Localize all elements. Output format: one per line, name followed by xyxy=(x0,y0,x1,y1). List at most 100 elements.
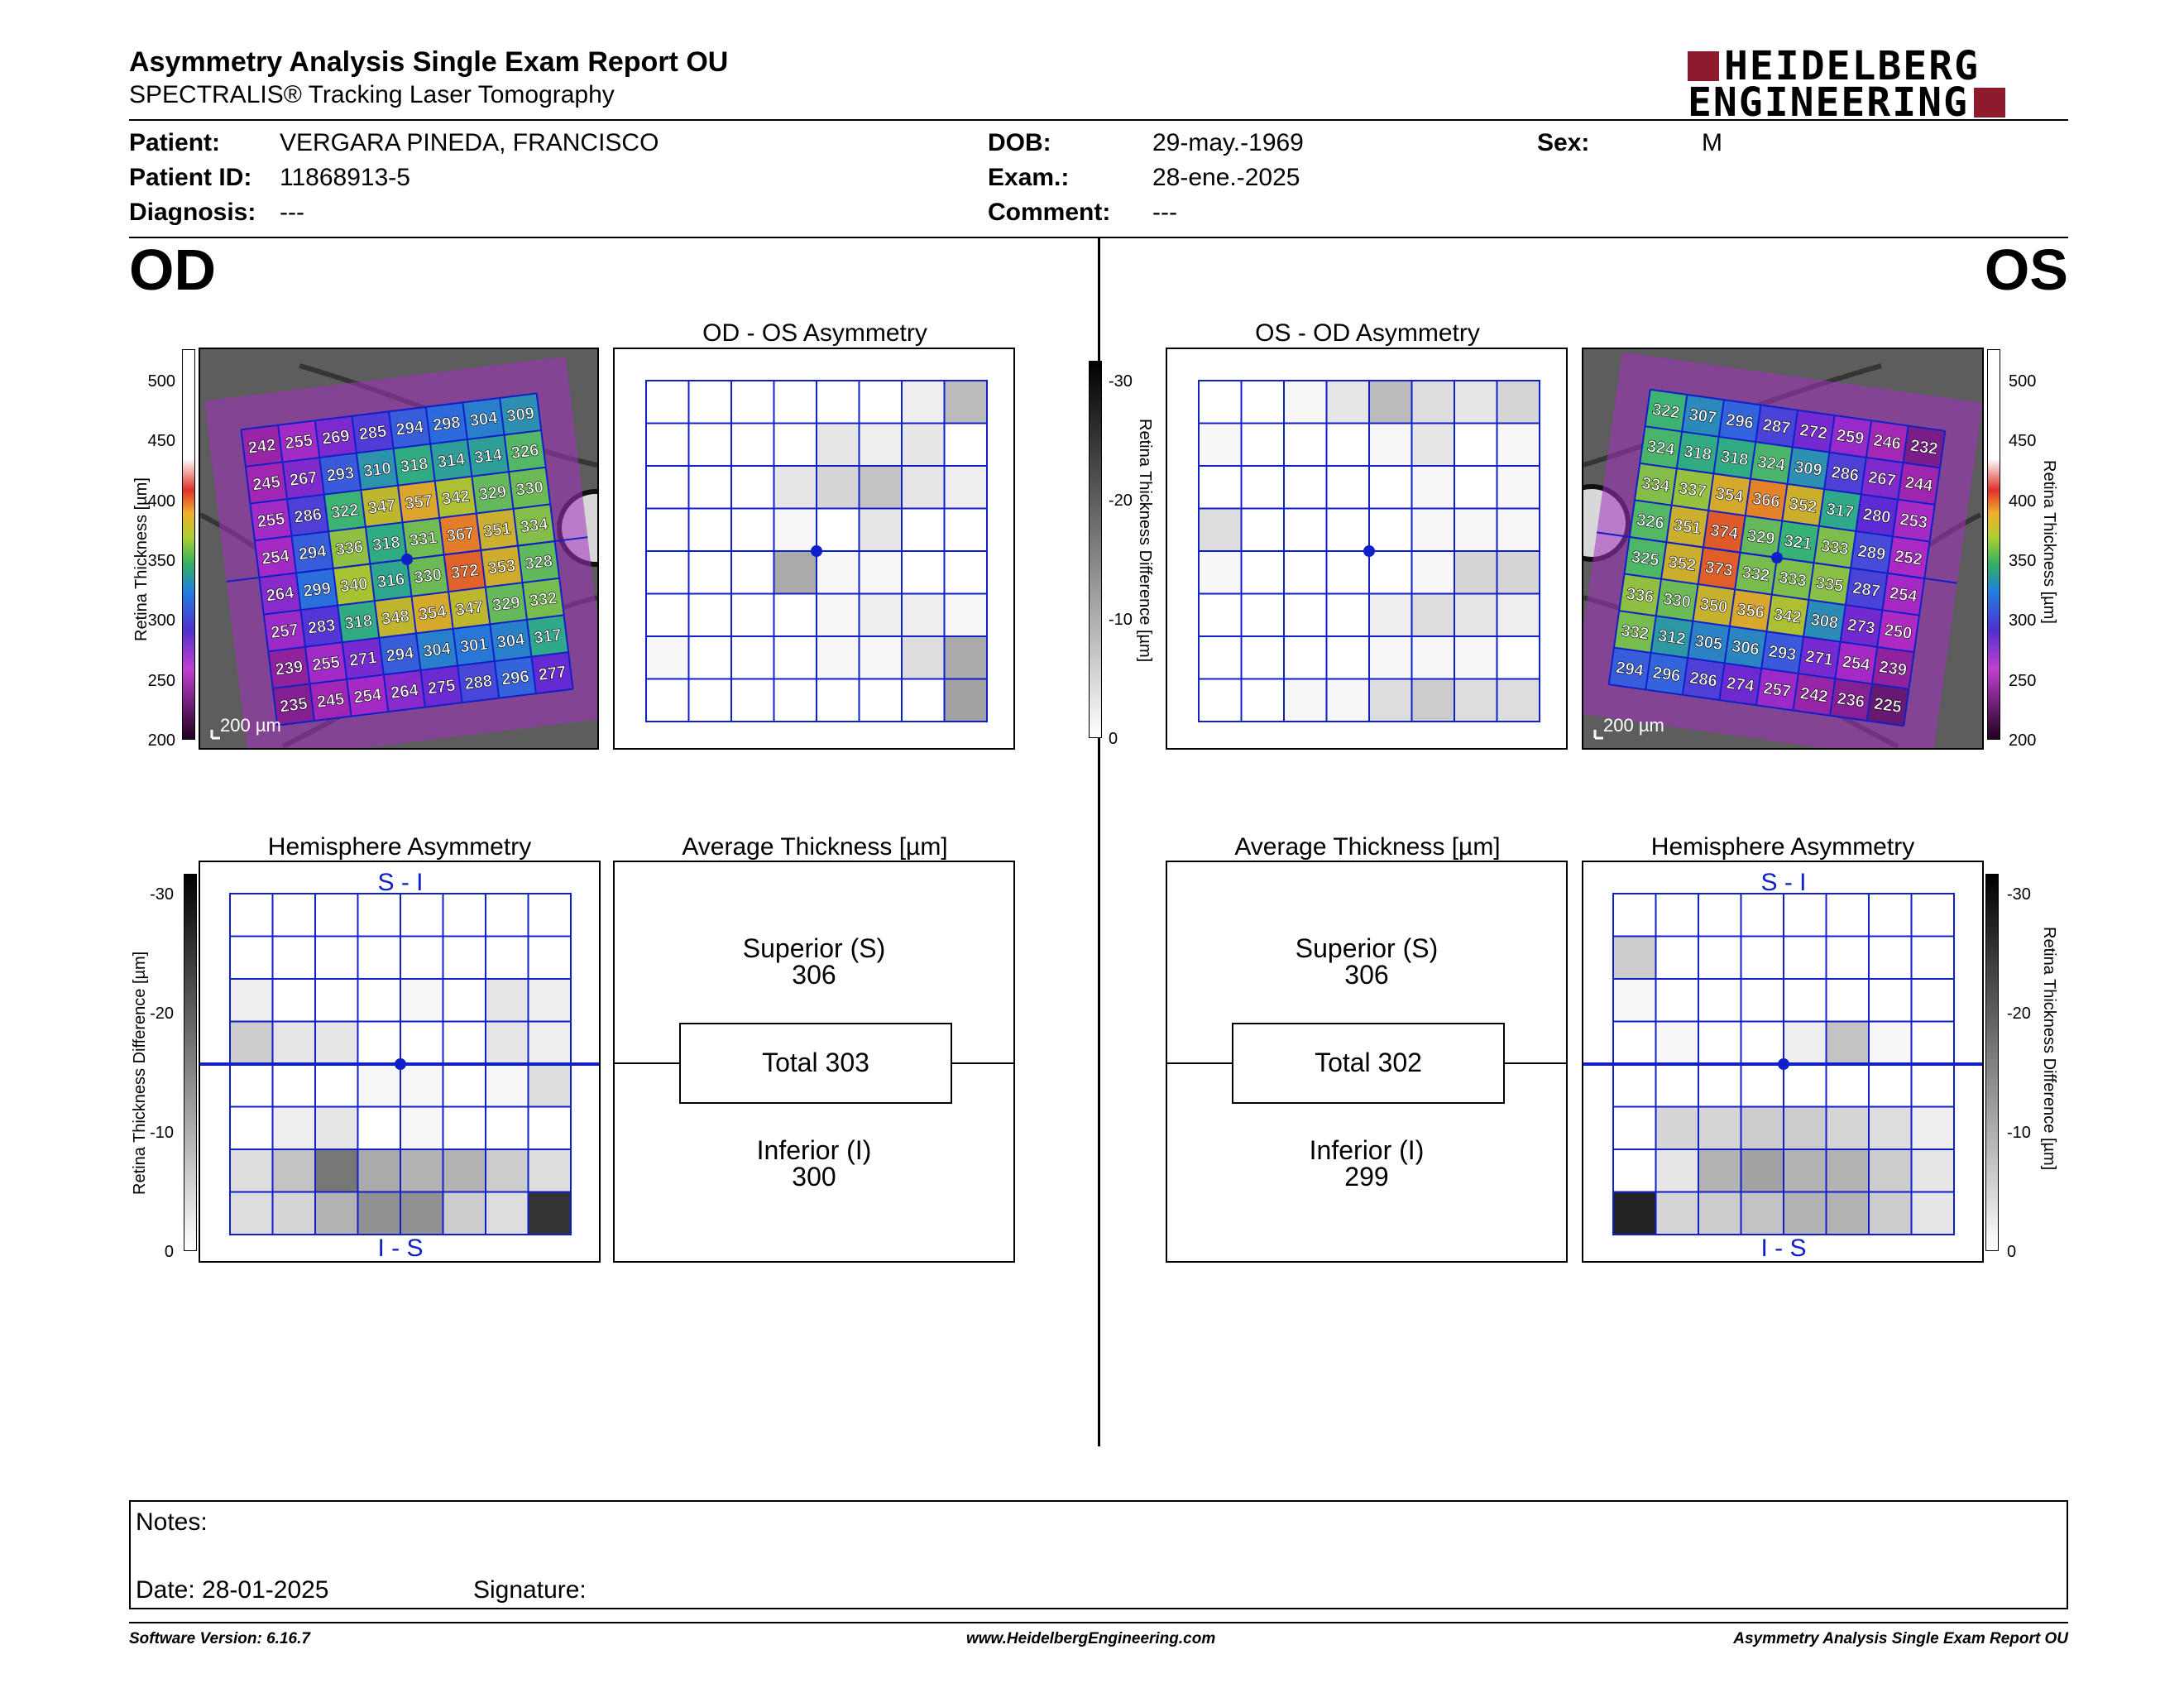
divider-line xyxy=(952,1062,1015,1064)
os-asym-cell xyxy=(1198,635,1243,680)
od-hemi-cell xyxy=(400,1020,444,1065)
od-hemi-cell xyxy=(314,1105,359,1150)
os-hemi-cell xyxy=(1698,1105,1742,1150)
os-average-title: Average Thickness [µm] xyxy=(1234,833,1501,861)
os-thickness-value: 280 xyxy=(1862,506,1892,527)
os-asym-cell xyxy=(1240,592,1285,637)
diagnosis-label: Diagnosis: xyxy=(129,199,256,226)
od-hemisphere-panel: S - I I - S xyxy=(199,861,601,1263)
os-thickness-value: 252 xyxy=(1894,547,1923,568)
scale-tick-label: -30 xyxy=(150,885,174,904)
website-link[interactable]: www.HeidelbergEngineering.com xyxy=(966,1630,1216,1647)
od-hemi-cell xyxy=(357,978,401,1023)
os-asym-cell xyxy=(1198,380,1243,424)
fovea-marker xyxy=(395,1058,406,1070)
os-asym-cell xyxy=(1496,550,1540,595)
od-thickness-cell xyxy=(420,665,462,707)
od-thickness-value: 334 xyxy=(520,515,550,536)
sex-label: Sex: xyxy=(1537,129,1590,156)
od-thickness-cell xyxy=(287,494,329,536)
os-asymmetry-title: OS - OD Asymmetry xyxy=(1255,319,1480,347)
od-thickness-cell xyxy=(250,499,292,541)
os-asym-cell xyxy=(1240,635,1285,680)
os-thickness-value: 254 xyxy=(1842,653,1872,675)
od-asym-cell xyxy=(773,678,817,722)
od-asym-cell xyxy=(943,465,988,510)
notes-box[interactable]: Notes: Date: 28-01-2025 Signature: xyxy=(129,1500,2068,1609)
od-hemi-cell xyxy=(271,1149,316,1193)
od-thickness-cell xyxy=(425,402,467,444)
scale-tick-label: 250 xyxy=(147,671,175,690)
od-thickness-value: 304 xyxy=(469,409,500,430)
os-asym-cell xyxy=(1454,465,1498,510)
signature-label: Signature: xyxy=(473,1576,587,1604)
os-asym-cell xyxy=(1454,635,1498,680)
scale-tick-label: 300 xyxy=(2009,611,2037,631)
od-asym-cell xyxy=(858,380,903,424)
os-hemi-cell xyxy=(1825,1020,1870,1065)
os-asym-cell xyxy=(1283,550,1328,595)
od-hemi-cell xyxy=(527,935,572,980)
os-hemi-cell xyxy=(1740,1149,1784,1193)
os-thickness-value: 366 xyxy=(1751,490,1781,511)
od-hemi-cell xyxy=(442,1105,486,1150)
od-hemi-cell xyxy=(314,1020,359,1065)
os-thickness-cell xyxy=(1682,394,1724,437)
difference-scale-label: Retina Thickness Difference [µm] xyxy=(1136,419,1154,663)
od-thickness-value: 277 xyxy=(538,663,568,684)
os-thickness-cell xyxy=(1903,425,1946,468)
os-inferior-label: Inferior (I) xyxy=(1309,1135,1425,1165)
od-thickness-value: 275 xyxy=(427,677,457,698)
scale-tick-label: 400 xyxy=(147,492,175,511)
od-hemi-cell xyxy=(442,1191,486,1235)
od-asym-cell xyxy=(943,380,988,424)
od-thickness-value: 254 xyxy=(352,685,383,707)
os-thickness-value: 267 xyxy=(1867,468,1897,490)
os-asym-cell xyxy=(1410,635,1455,680)
os-thickness-cell xyxy=(1845,568,1888,611)
scale-tick-label: 450 xyxy=(147,432,175,451)
od-hemi-cell xyxy=(271,978,316,1023)
od-asym-cell xyxy=(687,635,732,680)
os-thickness-value: 254 xyxy=(1889,584,1919,607)
od-thickness-value: 294 xyxy=(298,542,328,563)
os-asym-cell xyxy=(1240,550,1285,595)
software-version: Software Version: 6.16.7 xyxy=(129,1630,310,1647)
od-thickness-value: 329 xyxy=(478,482,508,504)
od-thickness-cell xyxy=(430,439,472,482)
os-hemi-cell xyxy=(1655,1105,1699,1150)
od-asym-cell xyxy=(901,380,946,424)
logo-line2: ENGINEERING xyxy=(1688,79,1969,126)
scale-tick-label: 500 xyxy=(147,372,175,391)
os-thickness-cell xyxy=(1661,542,1703,585)
od-hemi-cell xyxy=(485,1149,529,1193)
od-hemi-cell xyxy=(229,978,274,1023)
scale-bar xyxy=(1593,730,1603,740)
od-asym-cell xyxy=(773,422,817,467)
os-asym-cell xyxy=(1198,678,1243,722)
od-asym-cell xyxy=(730,678,775,722)
od-hemi-cell xyxy=(527,1191,572,1235)
od-thickness-cell xyxy=(398,481,440,523)
od-thickness-value: 340 xyxy=(339,575,369,597)
od-thickness-value: 294 xyxy=(395,418,425,439)
od-asym-cell xyxy=(901,550,946,595)
thickness-colorbar xyxy=(182,349,195,740)
os-thickness-cell xyxy=(1619,573,1662,616)
os-thickness-cell xyxy=(1793,673,1836,716)
logo-square-icon xyxy=(1973,88,2005,117)
os-asym-cell xyxy=(1240,465,1285,510)
od-thickness-value: 326 xyxy=(510,441,540,463)
os-asym-cell xyxy=(1198,550,1243,595)
os-asym-cell xyxy=(1496,465,1540,510)
od-thickness-value: 304 xyxy=(496,631,527,652)
scale-tick-label: -10 xyxy=(2007,1124,2031,1142)
os-thickness-cell xyxy=(1624,536,1667,579)
od-thickness-value: 264 xyxy=(390,681,420,703)
od-average-title: Average Thickness [µm] xyxy=(682,833,948,861)
divider-line xyxy=(615,1062,679,1064)
os-thickness-value: 334 xyxy=(1640,474,1671,496)
os-hemi-cell xyxy=(1655,1063,1699,1108)
os-thickness-cell xyxy=(1645,652,1688,695)
od-asym-cell xyxy=(943,592,988,637)
